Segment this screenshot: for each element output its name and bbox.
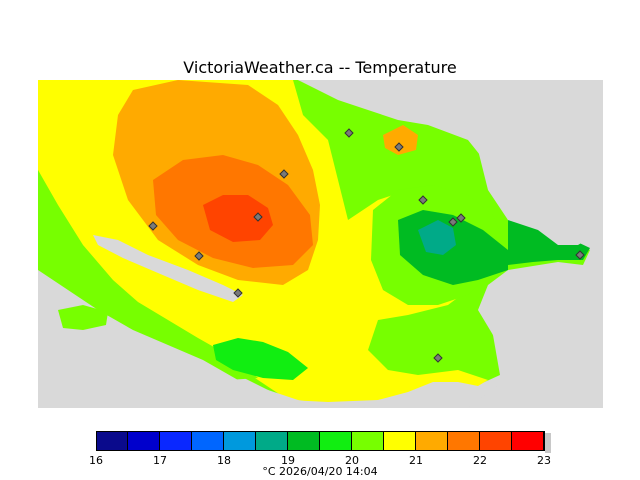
legend-swatch xyxy=(320,431,352,451)
station-marker[interactable] xyxy=(433,353,443,363)
legend-tick: 16 xyxy=(89,454,103,467)
legend-swatch xyxy=(96,431,128,451)
page-title: VictoriaWeather.ca -- Temperature xyxy=(183,58,457,77)
legend-swatch xyxy=(288,431,320,451)
station-marker[interactable] xyxy=(418,195,428,205)
ocean-north xyxy=(298,80,603,245)
temperature-map[interactable] xyxy=(38,80,603,408)
legend-tick: 20 xyxy=(345,454,359,467)
orange-patch-northeast xyxy=(383,125,418,155)
legend-tick: 19 xyxy=(281,454,295,467)
legend-swatch xyxy=(160,431,192,451)
station-marker[interactable] xyxy=(344,128,354,138)
footer-timestamp: °C 2026/04/20 14:04 xyxy=(262,465,378,478)
legend-swatch xyxy=(192,431,224,451)
legend-tick: 22 xyxy=(473,454,487,467)
ocean-southwest xyxy=(38,270,368,408)
legend-shadow xyxy=(545,433,551,453)
legend-swatch xyxy=(352,431,384,451)
legend-tick: 23 xyxy=(537,454,551,467)
legend-tick: 21 xyxy=(409,454,423,467)
legend-swatch xyxy=(416,431,448,451)
inlet-west xyxy=(93,235,243,302)
map-svg xyxy=(38,80,603,408)
legend-swatch xyxy=(512,431,544,451)
station-marker[interactable] xyxy=(253,212,263,222)
station-marker[interactable] xyxy=(448,217,458,227)
station-marker[interactable] xyxy=(279,169,289,179)
ocean-southeast xyxy=(468,255,603,408)
station-marker[interactable] xyxy=(194,251,204,261)
station-marker[interactable] xyxy=(148,221,158,231)
legend-bar xyxy=(96,431,544,451)
island-southwest-west xyxy=(58,305,108,330)
temperature-legend xyxy=(96,431,551,453)
station-marker[interactable] xyxy=(575,250,585,260)
island-southwest xyxy=(213,338,308,380)
legend-swatch xyxy=(448,431,480,451)
station-marker[interactable] xyxy=(394,142,404,152)
legend-swatch xyxy=(256,431,288,451)
legend-tick: 17 xyxy=(153,454,167,467)
legend-swatch xyxy=(480,431,512,451)
legend-ticks: 16 17 18 19 20 21 22 23 xyxy=(89,454,556,468)
legend-swatch xyxy=(224,431,256,451)
legend-tick: 18 xyxy=(217,454,231,467)
station-marker[interactable] xyxy=(233,288,243,298)
legend-swatch xyxy=(128,431,160,451)
legend-swatch xyxy=(384,431,416,451)
teal-zone xyxy=(418,220,456,255)
red-core xyxy=(203,195,273,242)
darkgreen-peninsula xyxy=(508,220,590,265)
station-marker[interactable] xyxy=(456,213,466,223)
